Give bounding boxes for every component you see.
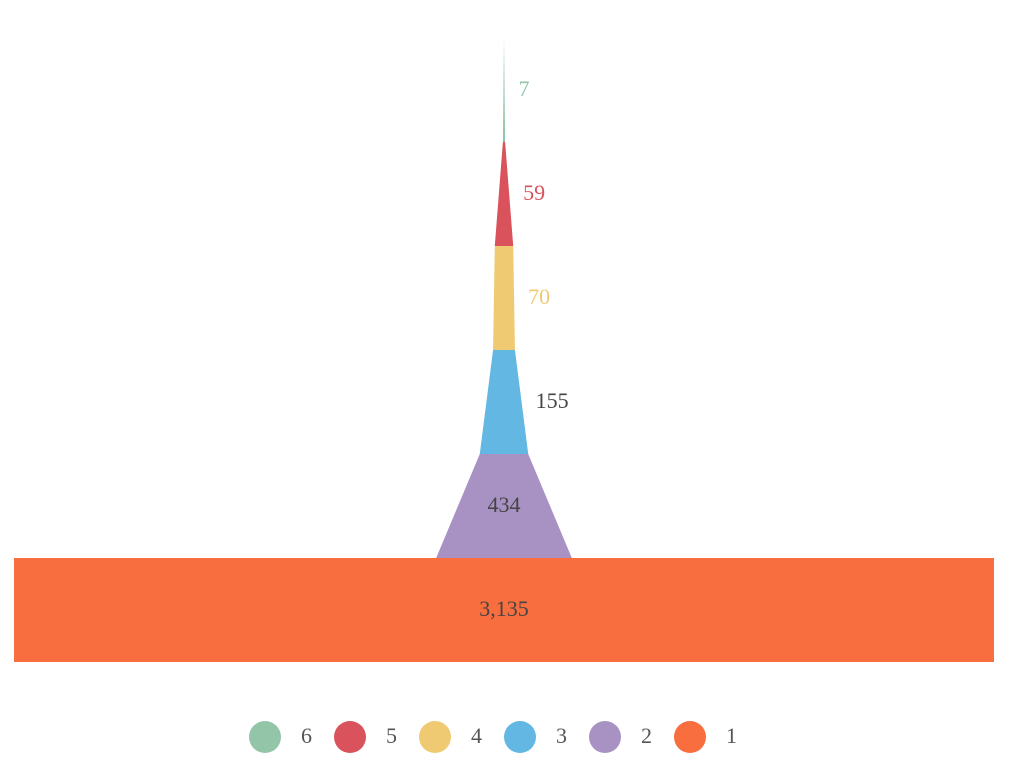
funnel-segments [14,38,994,662]
legend-label-1: 1 [726,723,737,748]
legend-item-6[interactable]: 6 [249,721,312,753]
legend-marker-4 [419,721,451,753]
funnel-value-labels: 7 59 70 155 434 3,135 [479,76,568,621]
legend-label-5: 5 [386,723,397,748]
legend-label-4: 4 [471,723,482,748]
value-label-2: 434 [488,492,521,517]
legend-item-1[interactable]: 1 [674,721,737,753]
legend-marker-5 [334,721,366,753]
legend-marker-6 [249,721,281,753]
legend-label-6: 6 [301,723,312,748]
legend-marker-3 [504,721,536,753]
legend-item-2[interactable]: 2 [589,721,652,753]
value-label-1: 3,135 [479,596,529,621]
funnel-segment-5 [494,142,514,246]
funnel-segment-2 [436,454,572,558]
legend-item-4[interactable]: 4 [419,721,482,753]
legend-label-2: 2 [641,723,652,748]
legend-marker-1 [674,721,706,753]
funnel-segment-4 [493,246,515,350]
legend-item-3[interactable]: 3 [504,721,567,753]
value-label-5: 59 [523,180,545,205]
value-label-3: 155 [536,388,569,413]
legend: 6 5 4 3 2 1 [249,721,737,753]
legend-marker-2 [589,721,621,753]
funnel-segment-3 [479,350,529,454]
funnel-segment-6 [502,38,506,142]
value-label-6: 7 [519,76,530,101]
legend-label-3: 3 [556,723,567,748]
legend-item-5[interactable]: 5 [334,721,397,753]
funnel-segment-1 [14,558,994,662]
value-label-4: 70 [528,284,550,309]
